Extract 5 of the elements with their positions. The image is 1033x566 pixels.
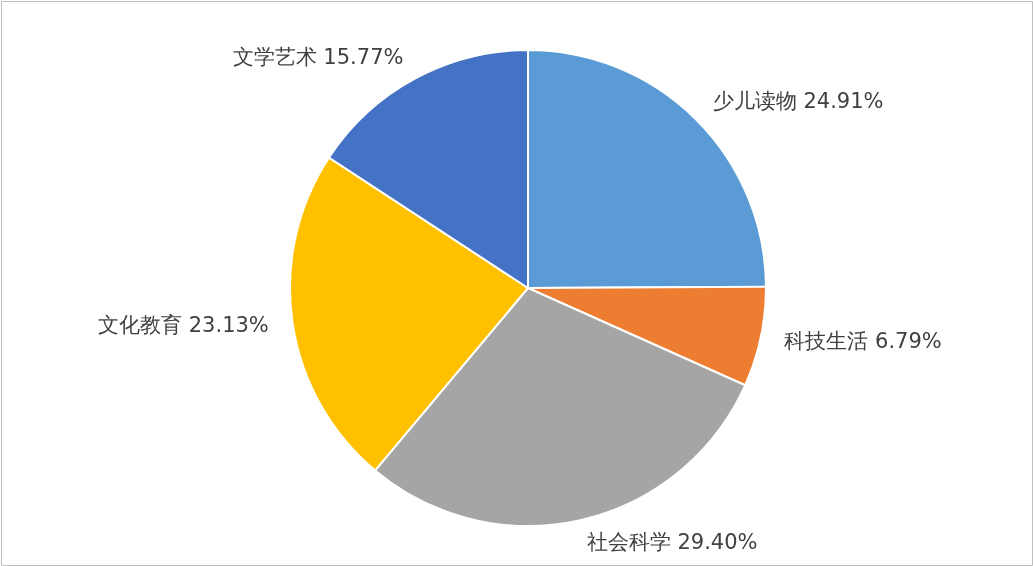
slice-label: 科技生活 6.79%	[784, 329, 942, 354]
slice-label: 文学艺术 15.77%	[232, 44, 404, 69]
slice-label: 文化教育 23.13%	[98, 313, 269, 338]
slice-label: 少儿读物 24.91%	[712, 89, 884, 114]
slice-label: 社会科学 29.40%	[586, 530, 758, 555]
